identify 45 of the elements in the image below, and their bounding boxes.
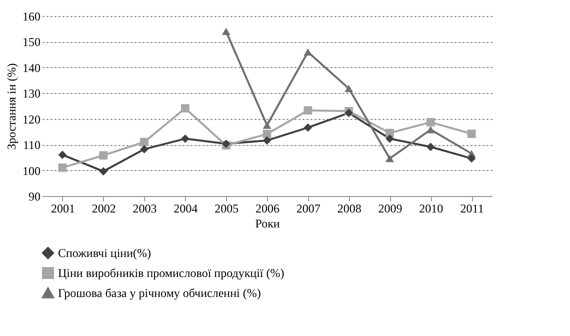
x-tick-label: 2010 xyxy=(419,202,444,216)
x-tick-label: 2007 xyxy=(296,202,320,216)
y-tick-label: 150 xyxy=(22,35,40,50)
legend-label: Ціни виробників промислової продукції (%) xyxy=(58,266,284,280)
x-tick-label: 2006 xyxy=(256,202,280,216)
x-tick-label: 2002 xyxy=(92,202,116,216)
x-tick-label: 2009 xyxy=(378,202,402,216)
y-tick-label: 140 xyxy=(22,60,40,75)
point xyxy=(262,122,272,129)
point xyxy=(467,130,476,138)
y-tick-label: 110 xyxy=(22,138,40,152)
point xyxy=(467,154,476,163)
point xyxy=(99,151,108,160)
y-axis-title: Зростання ін (%) xyxy=(4,63,18,150)
point xyxy=(140,138,148,146)
y-tick-label: 100 xyxy=(22,164,40,178)
legend-label: Споживчі ціни(%) xyxy=(58,246,152,260)
point xyxy=(386,134,394,143)
point xyxy=(222,28,230,36)
x-axis-title: Роки xyxy=(255,216,280,230)
x-tick-label: 2004 xyxy=(174,202,198,216)
point xyxy=(140,145,148,154)
legend-label: Грошова база у річному обчисленні (%) xyxy=(58,286,261,300)
x-tick-label: 2005 xyxy=(214,202,239,216)
point xyxy=(426,126,435,134)
y-tick-label: 90 xyxy=(28,190,40,204)
x-tick-label: 2011 xyxy=(460,202,484,216)
point xyxy=(344,84,353,92)
point xyxy=(181,134,190,143)
point xyxy=(99,167,108,176)
x-tick-label: 2008 xyxy=(337,202,362,216)
y-tick-label: 160 xyxy=(22,10,40,24)
point xyxy=(426,118,435,126)
x-tick-label: 2003 xyxy=(132,202,157,216)
point xyxy=(58,150,67,160)
y-tick-label: 130 xyxy=(22,86,40,101)
point xyxy=(58,164,67,172)
y-tick-label: 120 xyxy=(22,112,40,126)
point xyxy=(386,154,394,162)
point xyxy=(304,123,312,132)
x-tick-label: 2001 xyxy=(50,202,75,216)
point xyxy=(304,106,312,115)
point xyxy=(262,136,272,145)
point xyxy=(426,142,435,152)
point xyxy=(181,104,190,112)
